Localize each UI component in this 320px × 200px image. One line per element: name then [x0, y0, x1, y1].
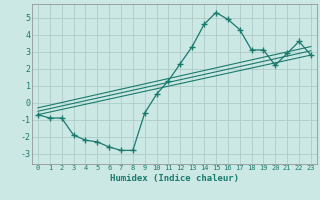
X-axis label: Humidex (Indice chaleur): Humidex (Indice chaleur) — [110, 174, 239, 183]
